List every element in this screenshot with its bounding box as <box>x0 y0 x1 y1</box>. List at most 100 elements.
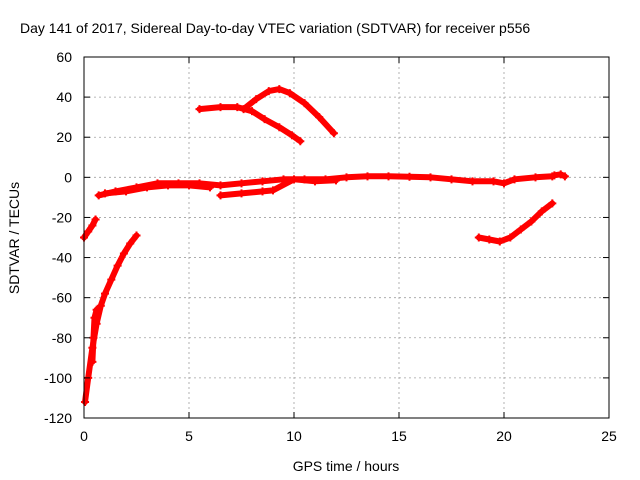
data-point <box>548 199 557 208</box>
data-point <box>275 85 284 94</box>
y-tick-label: 60 <box>56 49 72 65</box>
data-point <box>90 313 99 322</box>
y-tick-label: 40 <box>56 89 72 105</box>
data-point <box>107 275 116 284</box>
data-point <box>91 215 100 224</box>
series-layer <box>80 85 569 406</box>
x-tick-labels: 0 5 10 15 20 25 <box>80 428 617 444</box>
data-point <box>287 131 296 140</box>
series-arc-steep-rise-fragment <box>88 305 101 366</box>
data-point <box>489 177 498 186</box>
series-arc-early-short <box>80 215 100 242</box>
plot-frame <box>83 56 610 419</box>
chart-title: Day 141 of 2017, Sidereal Day-to-day VTE… <box>20 20 530 36</box>
data-point <box>550 171 559 180</box>
y-tick-label: -120 <box>44 410 72 426</box>
y-tick-labels: -120 -100 -80 -60 -40 -20 0 20 40 60 <box>44 49 72 426</box>
series-line <box>102 182 213 197</box>
data-point <box>258 177 267 186</box>
data-point <box>500 179 508 188</box>
data-point <box>426 173 435 182</box>
x-tick-label: 5 <box>185 428 193 444</box>
data-point <box>275 123 284 132</box>
data-point <box>447 175 456 184</box>
series-line <box>196 104 304 145</box>
series-line <box>240 86 337 137</box>
data-point <box>164 181 172 190</box>
data-point <box>89 333 98 342</box>
y-tick-label: -20 <box>52 209 72 225</box>
grid <box>84 57 609 418</box>
data-point <box>206 183 214 192</box>
x-tick-label: 25 <box>601 428 617 444</box>
data-point <box>88 221 97 230</box>
y-tick-label: -80 <box>52 330 72 346</box>
data-point <box>560 172 569 181</box>
series-arc-upper-hump <box>239 85 338 138</box>
data-point <box>384 172 393 181</box>
data-point <box>342 173 351 182</box>
data-point <box>516 225 525 234</box>
data-point <box>101 189 109 198</box>
axis-ticks <box>83 56 610 419</box>
data-point <box>269 186 277 195</box>
data-point <box>96 301 105 310</box>
data-point <box>527 217 536 226</box>
data-point <box>332 176 340 185</box>
data-point <box>468 177 477 186</box>
data-point <box>81 397 90 406</box>
data-point <box>510 175 519 184</box>
data-point <box>556 170 565 179</box>
data-point <box>311 177 319 186</box>
x-axis-label: GPS time / hours <box>293 458 400 474</box>
data-point <box>506 233 515 242</box>
data-point <box>113 261 122 270</box>
y-axis-label: SDTVAR / TECUs <box>6 182 22 294</box>
data-point <box>264 87 273 96</box>
data-point <box>143 183 151 192</box>
data-point <box>126 239 135 248</box>
data-point <box>94 191 103 200</box>
y-tick-label: 20 <box>56 129 72 145</box>
data-point <box>195 105 204 114</box>
data-point <box>405 172 414 181</box>
data-point <box>88 357 97 366</box>
data-point <box>132 231 141 240</box>
y-tick-label: -60 <box>52 290 72 306</box>
data-point <box>122 187 130 196</box>
data-point <box>537 207 546 216</box>
data-point <box>258 187 267 196</box>
data-point <box>329 129 338 138</box>
series-line <box>89 306 100 365</box>
y-tick-label: -100 <box>44 370 72 386</box>
data-point <box>237 179 246 188</box>
data-point <box>252 95 261 104</box>
data-point <box>315 113 324 122</box>
series-arc-upper-flat <box>195 103 305 146</box>
data-point <box>92 305 101 314</box>
x-tick-label: 0 <box>80 428 88 444</box>
data-point <box>216 181 225 190</box>
data-point <box>285 89 294 98</box>
data-point <box>216 103 225 112</box>
data-point <box>233 103 242 112</box>
data-point <box>119 249 128 258</box>
data-point <box>185 181 193 190</box>
y-tick-label: -40 <box>52 250 72 266</box>
data-point <box>363 172 372 181</box>
series-arc-late-dip <box>474 199 557 246</box>
data-point <box>260 115 269 124</box>
y-tick-label: 0 <box>64 169 72 185</box>
data-point <box>495 237 504 246</box>
x-tick-label: 20 <box>496 428 512 444</box>
x-tick-label: 15 <box>391 428 407 444</box>
data-point <box>290 175 298 184</box>
data-point <box>531 173 540 182</box>
series-arc-below-main <box>101 181 214 198</box>
series-arc-mid-low <box>216 175 340 200</box>
series-arc-late-tail <box>550 170 569 181</box>
data-point <box>237 189 246 198</box>
data-point <box>84 227 93 236</box>
data-point <box>474 233 483 242</box>
